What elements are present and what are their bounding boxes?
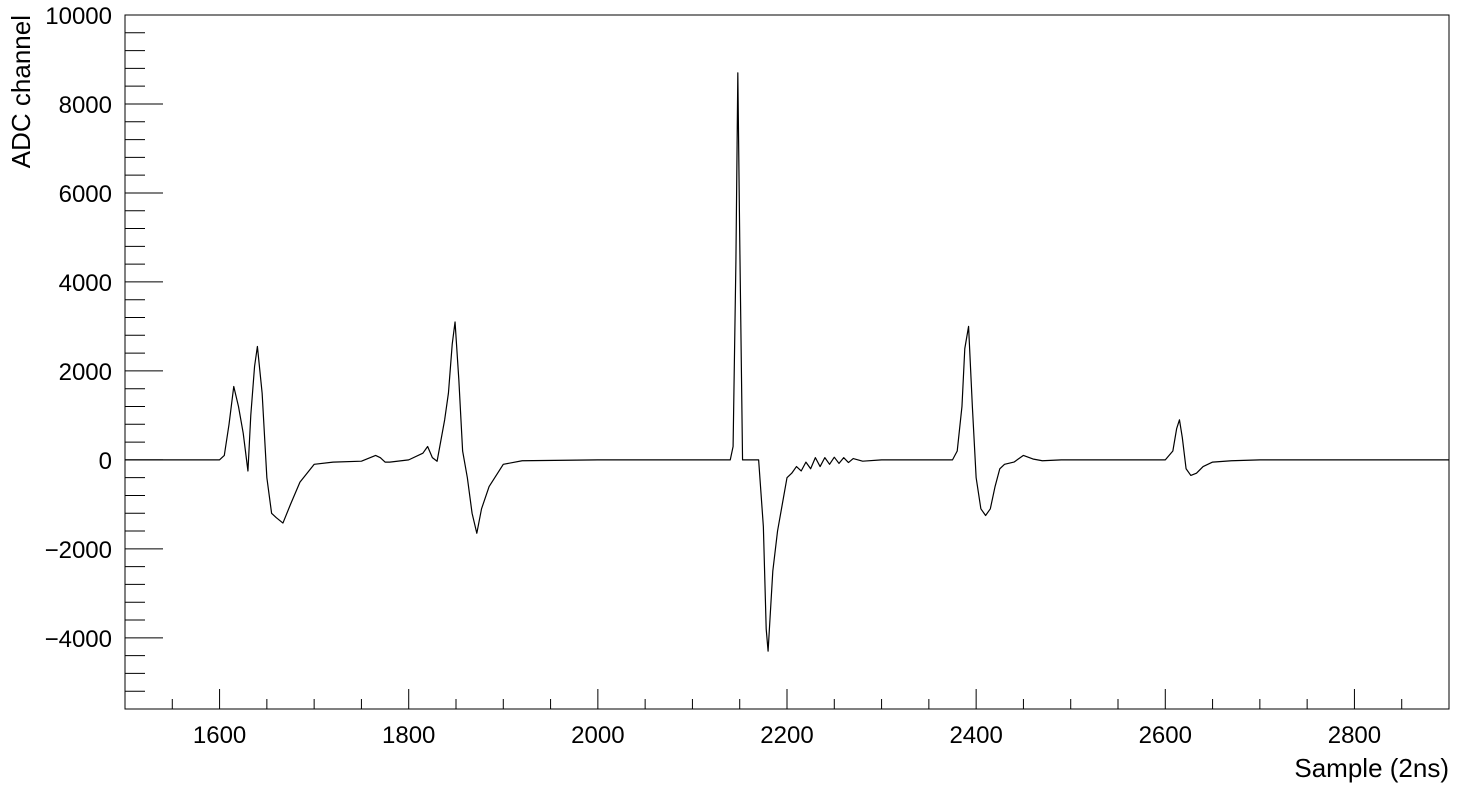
y-axis: [125, 14, 163, 692]
x-axis: [124, 689, 1450, 709]
y-tick-label: 8000: [59, 92, 112, 119]
x-tick-label: 2200: [760, 722, 813, 749]
y-tick-label: 6000: [59, 181, 112, 208]
y-tick-label: 2000: [59, 359, 112, 386]
y-tick-label: −2000: [45, 537, 112, 564]
y-axis-title: ADC channel: [6, 15, 36, 168]
x-tick-label: 2400: [949, 722, 1002, 749]
y-tick-labels: −4000 −2000 0 2000 4000 6000 8000 10000: [45, 3, 112, 653]
x-tick-label: 2800: [1328, 722, 1381, 749]
x-tick-label: 1600: [193, 722, 246, 749]
series-line: [125, 72, 1449, 652]
x-tick-labels: 1600 1800 2000 2200 2400 2600 2800: [193, 722, 1381, 749]
x-tick-label: 2600: [1139, 722, 1192, 749]
plot-frame: [124, 14, 1450, 710]
x-axis-title: Sample (2ns): [1294, 753, 1449, 783]
y-tick-label: 4000: [59, 270, 112, 297]
y-tick-label: −4000: [45, 626, 112, 653]
y-tick-label: 10000: [45, 3, 112, 30]
x-tick-label: 1800: [382, 722, 435, 749]
x-tick-label: 2000: [571, 722, 624, 749]
y-tick-label: 0: [99, 448, 112, 475]
